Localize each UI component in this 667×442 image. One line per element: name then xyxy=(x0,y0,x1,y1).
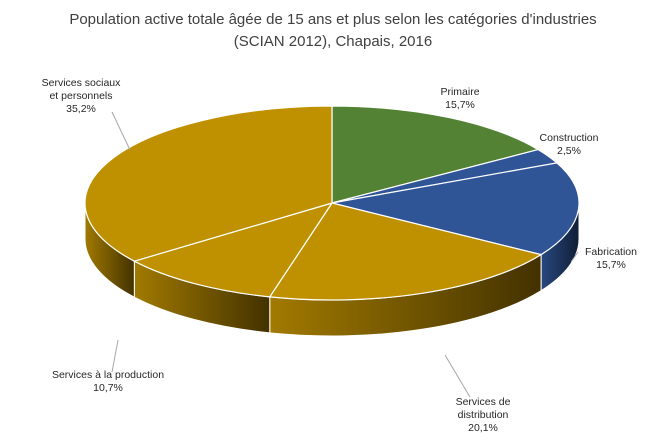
pie-slice-4 xyxy=(132,201,334,298)
pie-slices xyxy=(84,105,580,337)
pie-label-name-1-0: Construction xyxy=(540,132,599,144)
pie-slice-3 xyxy=(268,202,543,301)
pie-label-name-3-1: distribution xyxy=(458,409,509,421)
pie-label-name-2-0: Fabrication xyxy=(585,246,637,258)
pie-slice-2 xyxy=(331,162,580,256)
pie-leader-line-5 xyxy=(111,111,131,151)
pie-labels: Primaire15,7%Construction2,5%Fabrication… xyxy=(42,77,638,434)
pie-label-name-0-0: Primaire xyxy=(440,86,479,98)
pie-label-value-5: 35,2% xyxy=(66,103,96,115)
chart-title-line-1: Population active totale âgée de 15 ans … xyxy=(69,11,596,28)
pie-leader-line-2 xyxy=(570,251,579,263)
pie-label-value-1: 2,5% xyxy=(557,145,581,157)
pie-label-value-4: 10,7% xyxy=(93,382,123,394)
pie-leader-line-3 xyxy=(444,354,471,398)
pie-leader-line-4 xyxy=(111,339,119,373)
pie-label-name-4-0: Services à la production xyxy=(52,369,164,381)
pie-label-name-3-0: Services de xyxy=(456,396,511,408)
pie-slice-5 xyxy=(84,105,333,262)
pie-slice-0 xyxy=(331,105,540,204)
chart-title-line-2: (SCIAN 2012), Chapais, 2016 xyxy=(234,33,432,50)
pie-label-name-5-0: Services sociaux xyxy=(42,77,122,89)
pie-label-value-2: 15,7% xyxy=(596,259,626,271)
chart-title: Population active totale âgée de 15 ans … xyxy=(69,11,596,50)
pie-label-name-5-1: et personnels xyxy=(49,90,112,102)
pie-label-value-0: 15,7% xyxy=(445,99,475,111)
pie-label-value-3: 20,1% xyxy=(468,422,498,434)
